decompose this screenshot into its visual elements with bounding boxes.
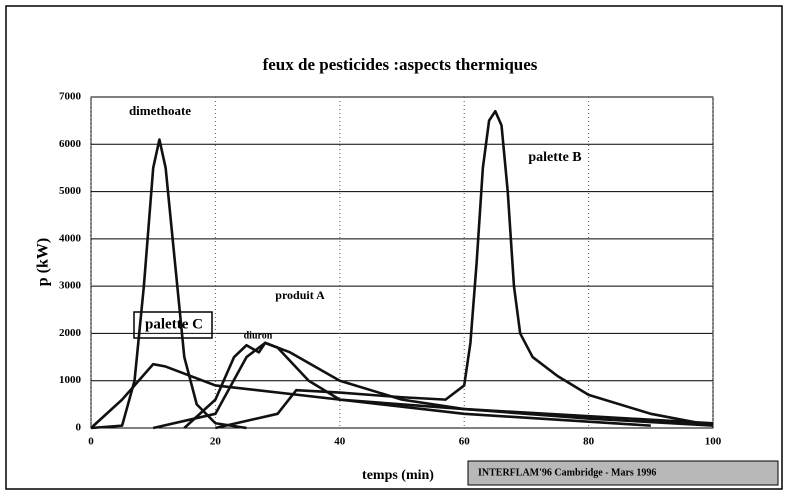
x-tick-label: 60 (459, 436, 471, 448)
x-tick-label: 80 (583, 436, 595, 448)
series-line (215, 109, 714, 430)
y-tick-label: 4000 (59, 232, 82, 244)
series-label: palette C (145, 316, 203, 332)
chart-title: feux de pesticides :aspects thermiques (263, 55, 538, 74)
y-tick-label: 3000 (59, 280, 82, 292)
x-tick-label: 20 (210, 436, 222, 448)
series-label: dimethoate (129, 103, 191, 118)
series-label: palette B (528, 150, 581, 165)
plot-area (90, 96, 714, 429)
x-axis-label: temps (min) (362, 468, 434, 483)
y-tick-label: 2000 (59, 327, 82, 339)
footer-box (467, 460, 779, 486)
chart-frame (5, 5, 783, 490)
y-tick-label: 1000 (59, 374, 82, 386)
series-line (183, 341, 651, 429)
x-tick-label: 100 (705, 436, 722, 448)
footer: INTERFLAM'96 Cambridge - Mars 1996 (478, 467, 656, 478)
y-axis-label: p (kW) (35, 238, 52, 286)
label-box (133, 311, 213, 339)
x-tick-label: 0 (88, 436, 94, 448)
y-tick-label: 6000 (59, 138, 82, 150)
y-tick-label: 7000 (59, 91, 82, 103)
series-label: produit A (275, 288, 325, 302)
series-line (90, 362, 714, 429)
x-tick-label: 40 (334, 436, 346, 448)
y-tick-label: 5000 (59, 185, 82, 197)
series-label: diuron (244, 330, 273, 341)
series-line (152, 341, 714, 430)
y-tick-label: 0 (76, 422, 82, 434)
